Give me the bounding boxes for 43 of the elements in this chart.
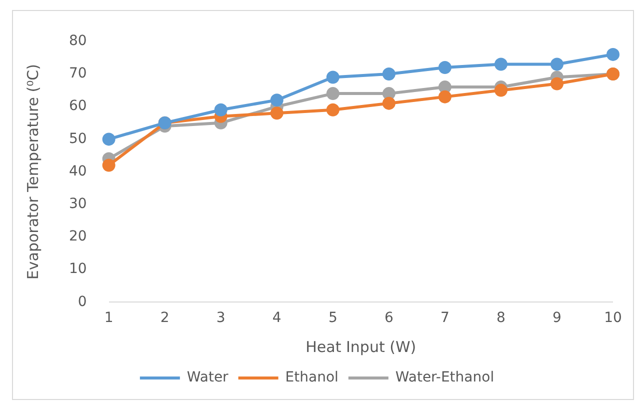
x-tick-label: 7 [440,310,450,326]
x-tick-label: 6 [384,310,394,326]
point [438,80,452,94]
y-tick-label: 50 [68,130,87,147]
y-tick-label: 0 [78,294,87,310]
point [494,58,508,71]
point [382,96,396,110]
y-tick-label: 70 [68,66,87,82]
y-tick-label: 60 [68,98,87,114]
point [214,103,228,116]
point [438,90,452,104]
legend-label: Ethanol [285,370,338,386]
y-tick-label: 40 [68,163,87,180]
point [550,77,564,90]
legend-label: Water [186,370,229,386]
point [270,94,284,107]
point [550,58,564,71]
y-tick-label: 20 [68,228,87,245]
y-tick-label: 80 [68,33,87,50]
x-tick-label: 1 [104,310,114,326]
point [606,48,620,61]
x-tick-label: 8 [496,310,506,326]
point [102,132,116,146]
point [326,87,340,100]
point [270,106,284,120]
y-tick-label: 10 [68,261,87,278]
x-axis-title: Heat Input (W) [306,338,416,356]
point [382,68,396,80]
y-axis-title: Evaporator Temperature (⁰C) [24,64,42,280]
point [382,87,396,100]
y-tick-label: 30 [68,196,87,212]
point [326,103,340,116]
x-tick-label: 10 [604,310,622,326]
point [494,84,508,97]
x-tick-label: 4 [272,310,282,326]
legend-label: Water-Ethanol [395,370,494,386]
x-tick-label: 2 [160,310,170,326]
x-tick-label: 9 [552,310,562,326]
x-tick-label: 5 [328,310,338,326]
point [326,70,340,84]
point [438,60,452,74]
point [102,158,116,172]
x-tick-label: 3 [216,310,226,326]
